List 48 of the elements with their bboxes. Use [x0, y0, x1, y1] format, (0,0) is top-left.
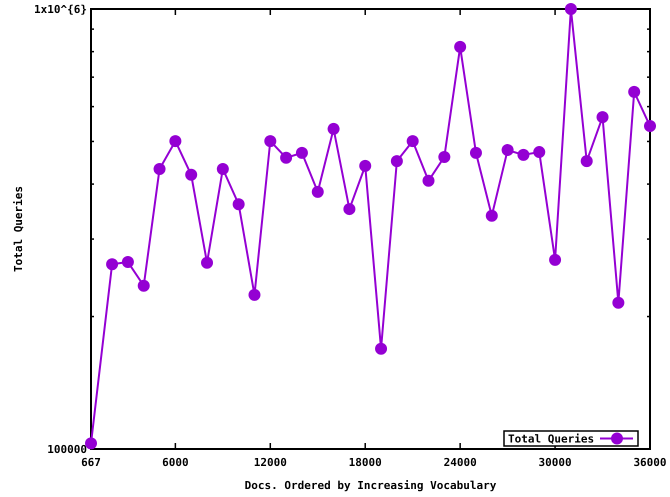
point [612, 296, 624, 309]
point [216, 162, 229, 175]
x-tick-label: 18000 [348, 456, 382, 469]
point [343, 203, 356, 216]
point [486, 210, 498, 222]
point [422, 174, 435, 187]
point [296, 146, 308, 159]
point [359, 160, 372, 172]
point [564, 3, 577, 15]
point [628, 86, 640, 98]
point [201, 256, 214, 269]
point [122, 256, 134, 268]
point [248, 288, 260, 301]
point [264, 135, 276, 148]
point [185, 168, 198, 181]
point [470, 146, 482, 159]
point [138, 280, 150, 292]
x-tick-label: 6000 [162, 456, 189, 469]
x-tick-label: 12000 [254, 456, 287, 469]
y-tick-label: 100000 [47, 443, 87, 456]
point [328, 122, 340, 135]
point [454, 40, 466, 53]
point [169, 135, 182, 148]
legend-label: Total Queries [508, 432, 594, 446]
x-tick-label: 30000 [538, 456, 572, 469]
point [280, 152, 292, 164]
point [312, 186, 324, 198]
point [580, 155, 593, 168]
x-tick-label: 24000 [444, 456, 477, 469]
point [533, 146, 546, 158]
x-tick-label: 36000 [633, 456, 667, 469]
point [517, 148, 530, 161]
point [502, 144, 514, 156]
point [85, 437, 97, 450]
point [644, 120, 656, 132]
x-tick-label: 667 [81, 456, 101, 469]
point [375, 342, 388, 355]
point [106, 258, 118, 270]
point [390, 155, 403, 168]
point [406, 135, 419, 148]
point [438, 150, 450, 163]
point [154, 162, 166, 175]
y-axis-title: Total Queries [12, 186, 25, 272]
y-tick-label: 1x10^{6} [34, 3, 87, 16]
point [596, 111, 609, 124]
point [232, 198, 245, 210]
x-axis-title: Docs. Ordered by Increasing Vocabulary [244, 479, 497, 492]
point [549, 254, 562, 266]
